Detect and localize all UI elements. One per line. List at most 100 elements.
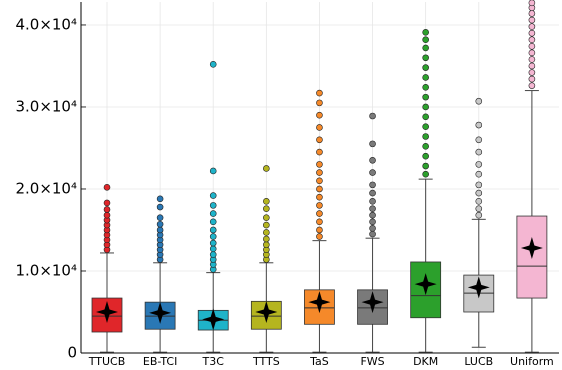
outlier <box>369 112 376 120</box>
outlier <box>475 211 483 219</box>
mean-star <box>96 300 118 323</box>
outlier <box>263 197 270 205</box>
outlier <box>422 133 429 140</box>
outlier <box>316 233 323 240</box>
outlier <box>103 211 111 219</box>
outlier <box>263 214 270 221</box>
outlier <box>528 82 536 89</box>
x-tick-label: TaS <box>309 355 329 368</box>
outlier <box>528 49 536 57</box>
outlier <box>316 210 323 217</box>
outlier <box>422 123 429 130</box>
outlier <box>156 203 164 211</box>
outlier <box>528 10 536 17</box>
outlier <box>209 167 217 175</box>
y-tick-label: 1.0×10⁴ <box>15 261 77 279</box>
outlier <box>263 221 270 229</box>
outlier <box>475 136 483 144</box>
outlier <box>209 239 217 247</box>
outlier <box>209 245 217 253</box>
outlier <box>156 195 164 203</box>
mean-star <box>361 291 384 314</box>
outlier <box>316 169 323 176</box>
y-tick-label: 2.0×10⁴ <box>15 179 77 197</box>
outlier <box>475 97 483 105</box>
outlier <box>369 225 376 232</box>
mean-star <box>467 276 490 299</box>
outlier <box>369 211 376 219</box>
mean-star <box>414 273 437 296</box>
outlier <box>528 69 536 76</box>
x-tick-label: Uniform <box>510 355 554 368</box>
outlier <box>528 42 536 50</box>
outlier <box>528 0 536 7</box>
outlier <box>422 103 429 111</box>
outlier <box>528 75 536 83</box>
outlier <box>369 189 376 197</box>
outlier <box>422 44 429 52</box>
outlier <box>475 170 483 178</box>
outlier <box>156 214 164 221</box>
outlier <box>369 156 376 164</box>
x-tick-label: DKM <box>413 355 438 368</box>
outlier <box>528 16 536 24</box>
outlier <box>156 220 164 228</box>
outlier <box>475 189 483 197</box>
outlier <box>422 74 429 81</box>
outlier <box>316 226 323 234</box>
mean-star <box>255 300 278 323</box>
outlier <box>422 170 429 178</box>
y-tick-label: 4.0×10⁴ <box>15 15 77 33</box>
box <box>304 289 335 325</box>
outlier <box>209 210 217 217</box>
outlier <box>369 181 376 189</box>
outlier <box>422 64 429 71</box>
outlier <box>316 111 323 119</box>
outlier <box>369 169 376 176</box>
y-tick-label: 3.0×10⁴ <box>15 97 77 115</box>
mean-star <box>149 301 172 324</box>
outlier <box>422 143 429 150</box>
outlier <box>528 29 536 37</box>
x-tick-label: FWS <box>360 355 384 368</box>
outlier <box>209 233 217 240</box>
outlier <box>475 148 483 156</box>
outlier <box>422 152 429 160</box>
outlier <box>209 251 217 258</box>
outlier <box>369 140 376 148</box>
mean-star <box>308 291 331 314</box>
outlier <box>528 56 536 63</box>
outlier <box>475 121 483 129</box>
outlier <box>316 193 323 201</box>
outlier <box>209 61 217 68</box>
outlier <box>209 218 217 226</box>
outlier <box>475 161 483 168</box>
outlier <box>103 206 111 213</box>
x-tick-label: EB-TCI <box>143 355 177 368</box>
outlier <box>528 36 536 44</box>
outlier <box>475 197 483 205</box>
outlier <box>316 218 323 226</box>
x-tick-label: T3C <box>202 355 225 368</box>
mean-star <box>202 308 225 331</box>
outlier <box>528 62 536 70</box>
x-tick-label: TTTS <box>252 355 280 368</box>
outlier <box>209 202 217 209</box>
outlier <box>103 199 111 207</box>
outlier <box>369 218 376 226</box>
outlier <box>422 113 429 121</box>
outlier <box>316 124 323 131</box>
outlier <box>103 184 111 191</box>
x-tick-label: LUCB <box>464 355 493 368</box>
outlier <box>316 136 323 144</box>
outlier <box>316 177 323 185</box>
outlier <box>316 99 323 107</box>
outlier <box>369 205 376 212</box>
outlier <box>422 54 429 62</box>
mean-star <box>520 237 543 260</box>
outlier <box>263 205 270 212</box>
outlier <box>316 202 323 209</box>
outlier <box>316 161 323 168</box>
outlier <box>369 230 376 238</box>
outlier <box>422 83 429 91</box>
